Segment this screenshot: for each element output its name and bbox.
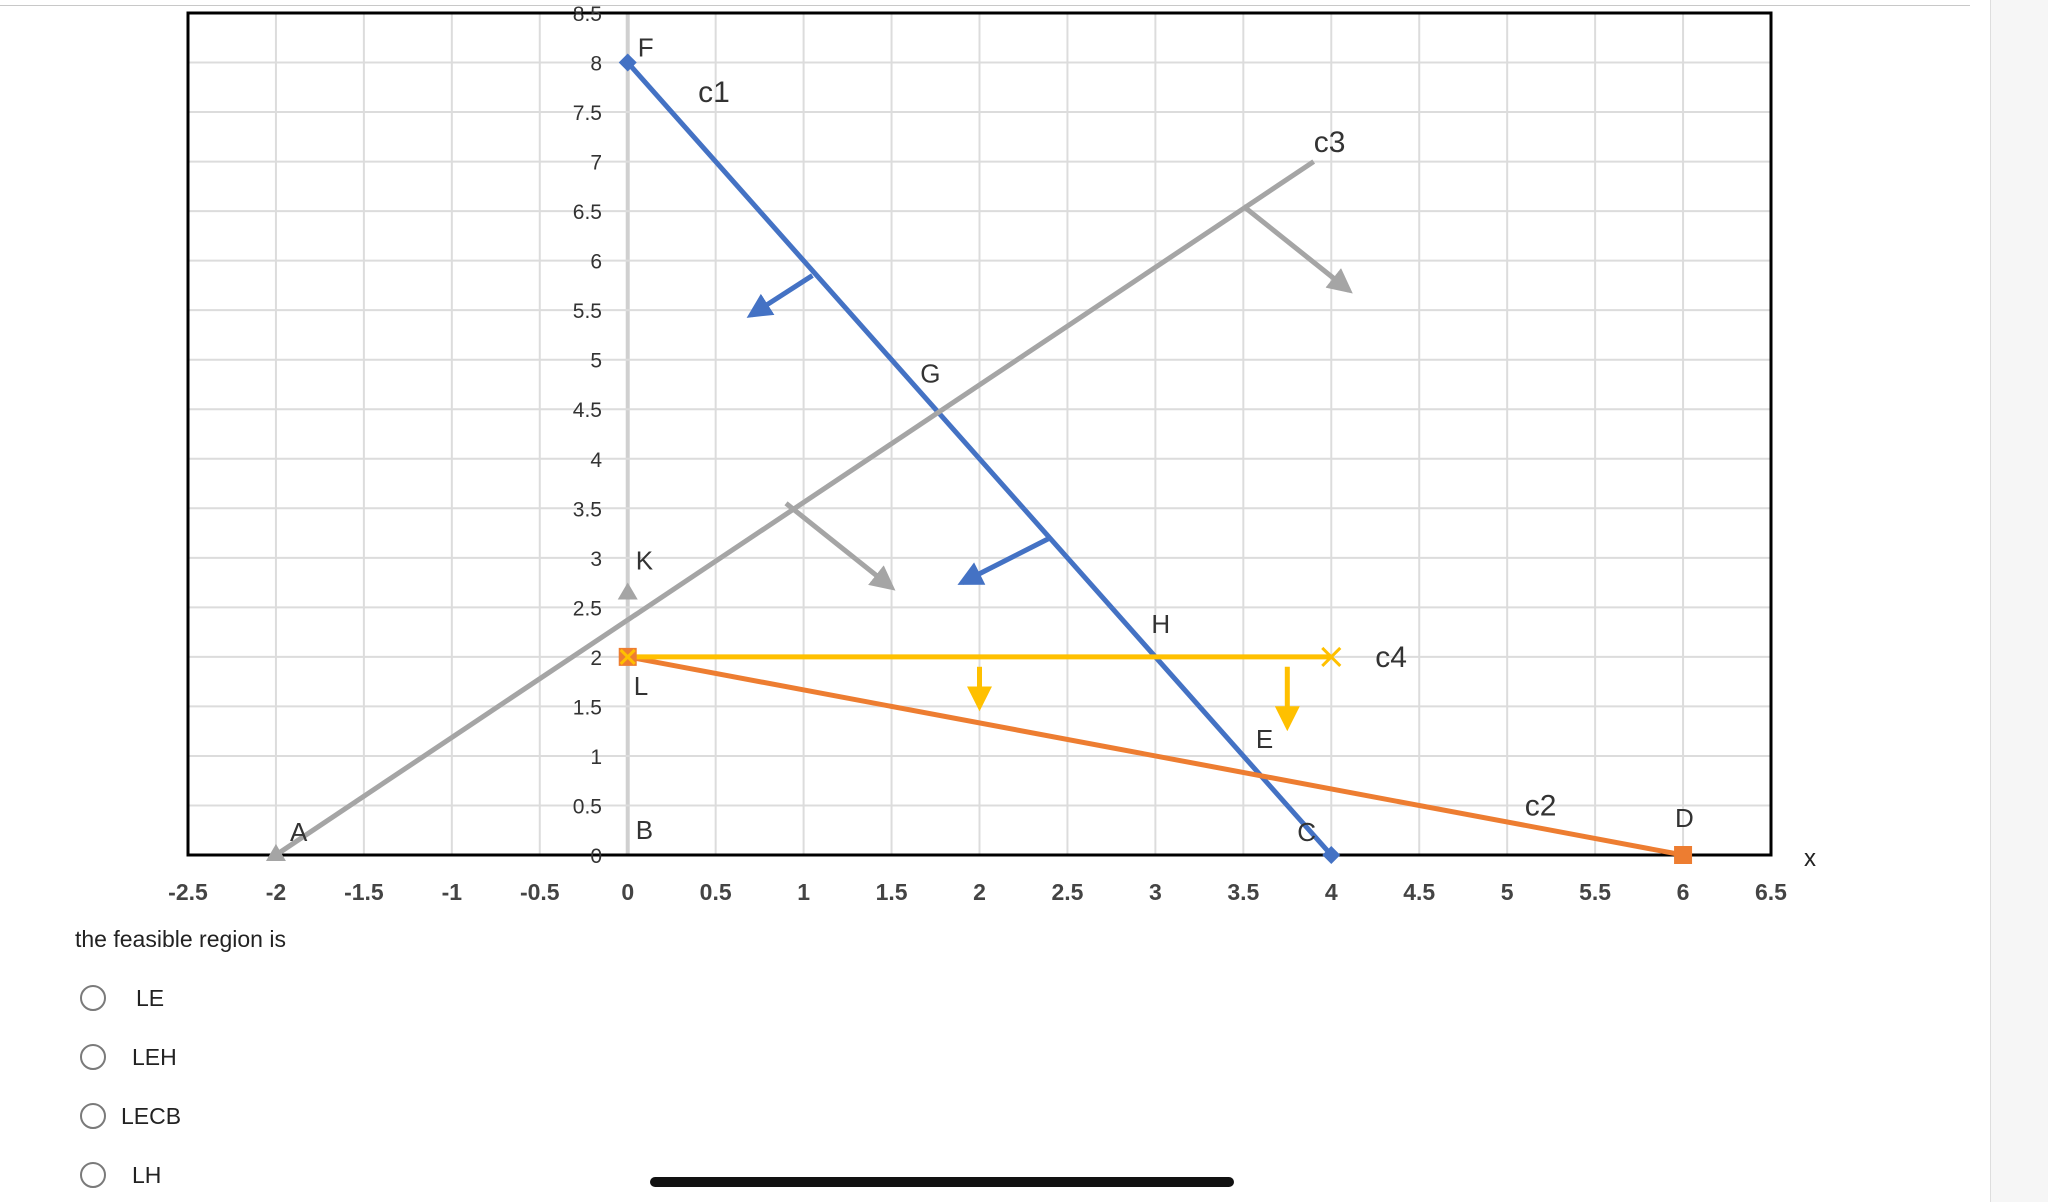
series-label-c4: c4: [1375, 641, 1407, 674]
y-tick-label: 7.5: [573, 102, 602, 125]
x-tick-label: 4: [1325, 879, 1338, 900]
point-label-A: A: [290, 817, 308, 847]
home-indicator: [650, 1177, 1234, 1187]
direction-arrows: [746, 204, 1353, 732]
series-line-c1: [625, 60, 1334, 857]
triangle-marker-icon: [265, 844, 286, 861]
x-tick-label: -1.5: [344, 879, 384, 900]
series-line-c2: [627, 654, 1684, 858]
x-marker-icon: [1321, 646, 1342, 667]
y-tick-label: 5.5: [573, 300, 602, 323]
y-tick-label: 1.5: [573, 696, 602, 719]
point-label-E: E: [1256, 724, 1273, 754]
y-tick-label: 5: [590, 350, 602, 373]
series-label-c1: c1: [698, 76, 730, 109]
radio-circle-icon[interactable]: [80, 1103, 106, 1129]
plot-frame: [186, 11, 1773, 857]
option-label: LEH: [132, 1043, 177, 1070]
question-text: the feasible region is: [75, 926, 286, 952]
point-label-B: B: [636, 815, 653, 845]
point-label-K: K: [636, 545, 654, 575]
y-tick-label: 0.5: [573, 795, 602, 818]
point-label-L: L: [634, 671, 648, 701]
radio-circle-icon[interactable]: [80, 1162, 106, 1188]
y-tick-label: 2.5: [573, 597, 602, 620]
x-tick-label: 0: [621, 879, 634, 900]
radio-circle-icon[interactable]: [80, 1044, 106, 1070]
y-tick-label: 6: [590, 251, 602, 274]
point-label-G: G: [920, 358, 940, 388]
option-leh[interactable]: LEH: [80, 1039, 177, 1075]
point-markers: [265, 53, 1693, 864]
point-label-D: D: [1675, 803, 1694, 833]
direction-arrow: [1241, 204, 1353, 294]
x-tick-label: -2: [266, 879, 286, 900]
point-label-H: H: [1151, 609, 1170, 639]
x-axis-label: x: [1804, 845, 1816, 872]
grid-lines: [187, 12, 1772, 856]
x-tick-label: 5.5: [1579, 879, 1611, 900]
direction-arrow: [746, 273, 814, 318]
y-tick-label: 8: [590, 53, 602, 76]
x-tick-label: 3.5: [1227, 879, 1259, 900]
series-label-c2: c2: [1525, 789, 1557, 822]
option-lh[interactable]: LH: [80, 1157, 161, 1193]
square-marker-icon: [1674, 846, 1693, 864]
y-tick-label: 7: [590, 152, 602, 175]
option-label: LECB: [121, 1102, 182, 1129]
y-tick-label: 3.5: [573, 498, 602, 521]
diamond-marker-icon: [618, 53, 637, 72]
point-label-F: F: [638, 33, 654, 63]
x-tick-label: 0.5: [700, 879, 732, 900]
x-tick-label: -0.5: [520, 879, 560, 900]
y-tick-label: 4: [590, 449, 602, 472]
x-tick-label: 3: [1149, 879, 1162, 900]
direction-arrow: [957, 535, 1051, 585]
y-tick-label: 6.5: [573, 201, 602, 224]
y-tick-label: 8.5: [573, 3, 602, 26]
diamond-marker-icon: [1322, 846, 1341, 864]
series-label-c3: c3: [1314, 126, 1346, 159]
x-tick-label: -1: [442, 879, 463, 900]
option-label: LE: [136, 984, 165, 1011]
y-tick-label: 3: [590, 548, 602, 571]
radio-circle-icon[interactable]: [80, 985, 106, 1011]
x-tick-label: 5: [1501, 879, 1514, 900]
x-tick-label: 1: [797, 879, 810, 900]
triangle-marker-icon: [617, 582, 638, 600]
option-le[interactable]: LE: [80, 980, 164, 1016]
y-tick-label: 4.5: [573, 399, 602, 422]
x-marker-icon: [619, 648, 636, 665]
direction-arrow: [784, 501, 896, 591]
feasible-region-chart: c1 c2 c3 c4 A B C D E F G H K L -2.5 -2 -1.5 -1 -0.5 0 0.5 1…: [168, 3, 1816, 900]
x-tick-label: 2.5: [1051, 879, 1083, 900]
option-label: LH: [132, 1161, 162, 1188]
scrollbar-track[interactable]: [1990, 0, 2048, 1202]
point-label-C: C: [1297, 817, 1316, 847]
labels: c1 c2 c3 c4 A B C D E F G H K L: [290, 33, 1694, 847]
option-lecb[interactable]: LECB: [80, 1098, 181, 1134]
x-tick-label: 4.5: [1403, 879, 1435, 900]
x-tick-label: 2: [973, 879, 986, 900]
x-tick-label: 6: [1677, 879, 1690, 900]
y-tick-label: 2: [590, 647, 602, 670]
y-tick-label: 0: [590, 845, 602, 868]
x-tick-label: 6.5: [1755, 879, 1787, 900]
tick-labels: -2.5 -2 -1.5 -1 -0.5 0 0.5 1 1.5 2 2.5 3 3.5 4 4.5 5 5.5…: [168, 3, 1816, 900]
x-tick-label: 1.5: [876, 879, 908, 900]
top-divider: [0, 0, 1970, 6]
x-tick-label: -2.5: [168, 879, 208, 900]
y-tick-label: 1: [590, 746, 602, 769]
